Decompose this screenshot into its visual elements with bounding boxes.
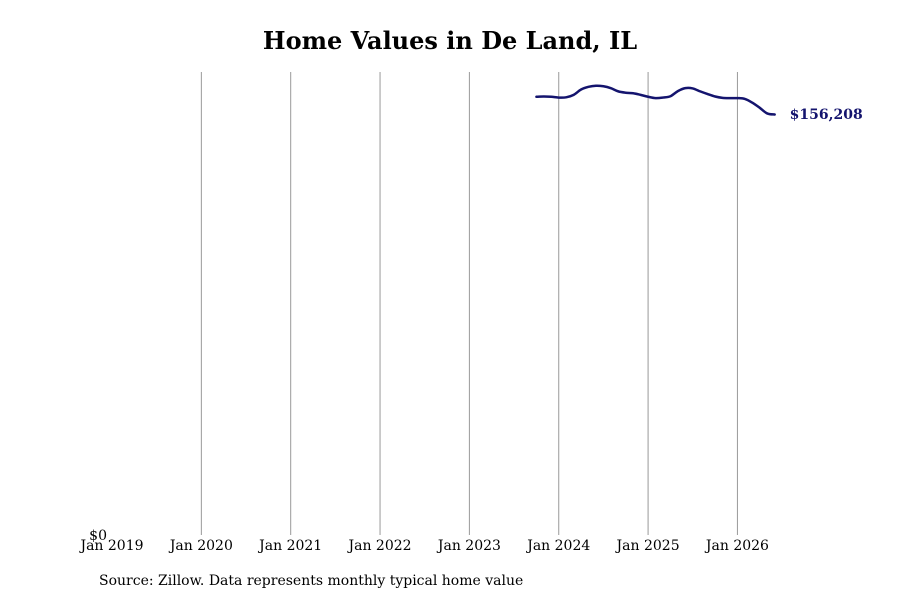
chart-title: Home Values in De Land, IL [262,26,638,55]
x-tick-label: Jan 2019 [78,538,143,554]
series-layer: $156,208 [535,84,863,123]
y-tick-label: $0 [89,528,107,544]
gridlines [200,72,738,535]
x-tick-label: Jan 2023 [436,538,501,554]
x-tick-label: Jan 2020 [168,538,233,554]
x-tick-label: Jan 2022 [347,538,412,554]
x-tick-label: Jan 2025 [615,538,680,554]
series-line-home-value [535,84,776,116]
x-tick-label: Jan 2026 [704,538,769,554]
source-note: Source: Zillow. Data represents monthly … [99,573,524,589]
x-tick-label: Jan 2024 [525,538,590,554]
x-tick-label: Jan 2021 [257,538,322,554]
y-axis: $0 [89,528,107,544]
end-value-label: $156,208 [790,107,863,123]
x-axis: Jan 2019 Jan 2020 Jan 2021 Jan 2022 Jan 2023… [78,538,769,554]
